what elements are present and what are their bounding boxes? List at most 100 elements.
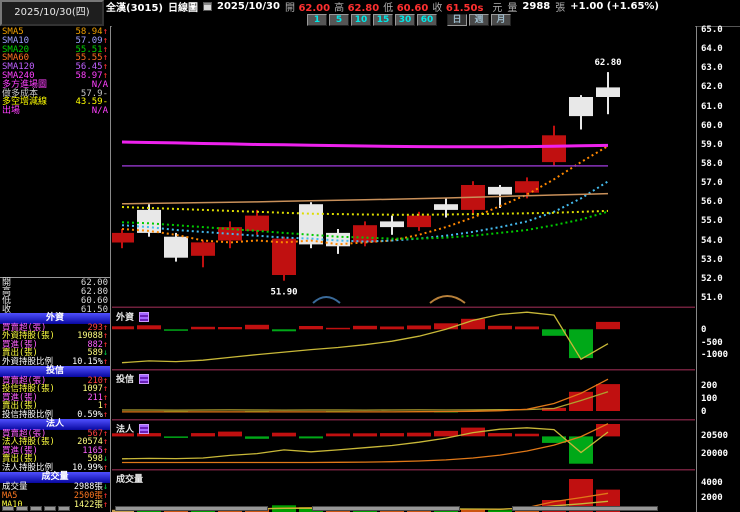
stat-value: 1422張 <box>73 500 103 510</box>
interval-button-1[interactable]: 1 <box>307 13 327 26</box>
ohlc-header-fields: 開 62.00 高 62.80 低 60.60 收 61.50s <box>285 0 487 14</box>
scrollbar-segment[interactable] <box>115 506 268 511</box>
histogram-bar <box>326 433 350 437</box>
date-box: 2025/10/30(四) <box>0 0 104 26</box>
stat-row: 投信持股比例 0.59%↑ <box>0 410 110 419</box>
stat-row: 買賣超(張) 567↑ <box>0 430 110 439</box>
ohlc-label: 低 <box>2 296 12 306</box>
sma-value: 56.45 <box>75 62 103 73</box>
stat-label: 買進(張) <box>2 445 38 456</box>
panel-menu-icon[interactable] <box>139 311 150 322</box>
histogram-bar <box>326 327 350 330</box>
stat-value: 589 <box>87 348 103 359</box>
scrollbar-button[interactable] <box>58 506 70 511</box>
stat-label: 買進(張) <box>2 339 38 350</box>
interval-button-10[interactable]: 10 <box>351 13 371 26</box>
panel-title: 外資 <box>116 313 135 323</box>
up-arrow-icon: ↑ <box>102 53 108 64</box>
up-arrow-icon: ↑ <box>102 500 108 510</box>
panel-separator <box>112 419 695 421</box>
scrollbar-segment[interactable] <box>312 506 460 511</box>
sma-value: 57.09 <box>75 35 103 46</box>
ohlc-value: 62.80 <box>80 287 108 297</box>
stat-row: 賣出(張) 1↑ <box>0 402 110 411</box>
scrollbar-button[interactable] <box>44 506 56 511</box>
stat-row: 買進(張) 882↑ <box>0 339 110 350</box>
up-arrow-icon: ↑ <box>102 462 108 473</box>
sidebar-section: 投信 買賣超(張) 210↑ 投信持股(張) 1097↑ 買進(張) 211↑ 賣出(張) 1↑… <box>0 366 110 419</box>
stat-value: 2500張 <box>73 491 103 501</box>
stat-row: 投信持股(張) 1097↑ <box>0 384 110 395</box>
scrollbar-button[interactable] <box>16 506 28 511</box>
sidebar-section: 外資 買賣超(張) 293↑ 外資持股(張) 19088↑ 買進(張) 882↑ 賣出(張) 5… <box>0 313 110 366</box>
candle-body <box>245 215 269 231</box>
price-tick: 51.0 <box>701 292 723 303</box>
up-arrow-icon: ↑ <box>102 437 108 448</box>
stat-value: 293 <box>87 323 103 333</box>
price-tick: 54.0 <box>701 235 723 246</box>
price-tick: 59.0 <box>701 139 723 150</box>
histogram-bar <box>245 436 269 439</box>
sma-label: SMA120 <box>2 62 35 73</box>
ma-line-SMA120 <box>121 192 609 205</box>
ohlc-label: 高 <box>2 287 12 297</box>
panel-menu-icon[interactable] <box>139 373 150 384</box>
stat-label: MA5 <box>2 491 18 501</box>
candle-body <box>434 204 458 210</box>
stat-row: 法人持股(張) 20574↑ <box>0 437 110 448</box>
price-tick: 55.0 <box>701 216 723 227</box>
candle-body <box>164 236 188 258</box>
period-button-月[interactable]: 月 <box>491 13 511 26</box>
sma-label: SMA60 <box>2 53 30 64</box>
sidebar-section-header: 法人 <box>0 419 110 430</box>
histogram-bar <box>461 318 485 330</box>
stat-value: 882 <box>87 339 103 350</box>
stat-value: 598 <box>87 454 103 465</box>
panel-menu-icon[interactable] <box>139 423 150 434</box>
interval-button-5[interactable]: 5 <box>329 13 349 26</box>
scrollbar-button[interactable] <box>2 506 14 511</box>
panel-title: 成交量 <box>116 475 144 485</box>
up-arrow-icon: ↑ <box>102 62 108 73</box>
histogram-bar <box>434 430 458 437</box>
interval-button-15[interactable]: 15 <box>373 13 393 26</box>
panel-tick: 0 <box>701 406 707 417</box>
price-tick: 58.0 <box>701 159 723 169</box>
down-arrow-icon: ↓ <box>102 348 108 359</box>
period-button-日[interactable]: 日 <box>447 13 467 26</box>
stat-value: 10.15% <box>72 356 103 367</box>
candle-body <box>380 221 404 228</box>
histogram-bar <box>569 391 593 411</box>
stat-label: 成交量 <box>2 482 28 492</box>
panel-separator <box>112 469 695 471</box>
header-info-bar: 全漢(3015) 日線圖 2025/10/30 開 62.00 高 62.80 低 … <box>106 0 740 14</box>
stat-row: 買賣超(張) 293↑ <box>0 323 110 333</box>
stat-label: 投信持股(張) <box>2 384 55 395</box>
interval-button-30[interactable]: 30 <box>395 13 415 26</box>
stat-value: 1165 <box>82 445 103 456</box>
histogram-bar <box>434 323 458 330</box>
divider <box>110 26 111 512</box>
up-arrow-icon: ↑ <box>102 323 108 333</box>
interval-button-60[interactable]: 60 <box>417 13 437 26</box>
period-button-週[interactable]: 週 <box>469 13 489 26</box>
field-label: 高 <box>334 3 345 14</box>
header-date: 2025/10/30 <box>216 1 280 12</box>
field-label: 低 <box>383 3 394 14</box>
down-arrow-icon: ↓ <box>102 454 108 465</box>
histogram-bar <box>110 433 134 437</box>
sma-value-list: SMA5 58.94↑ SMA10 57.09↑ SMA20 55.51↑ SMA60 55.… <box>0 28 110 116</box>
scrollbar-button[interactable] <box>30 506 42 511</box>
stat-value: 2988張 <box>73 482 103 492</box>
histogram-bar <box>299 436 323 439</box>
field-value: 61.50s <box>445 3 484 14</box>
histogram-bar <box>299 507 323 512</box>
volume-unit: 張 <box>555 3 566 14</box>
panel-title: 法人 <box>116 425 135 435</box>
candle-body <box>407 215 431 228</box>
scrollbar-segment[interactable] <box>512 506 658 511</box>
up-arrow-icon: ↑ <box>102 44 108 55</box>
sma-row: SMA20 55.51↑ <box>0 44 110 55</box>
histogram-bar <box>596 384 620 411</box>
ohlc-row: 收 61.50 <box>0 306 110 315</box>
